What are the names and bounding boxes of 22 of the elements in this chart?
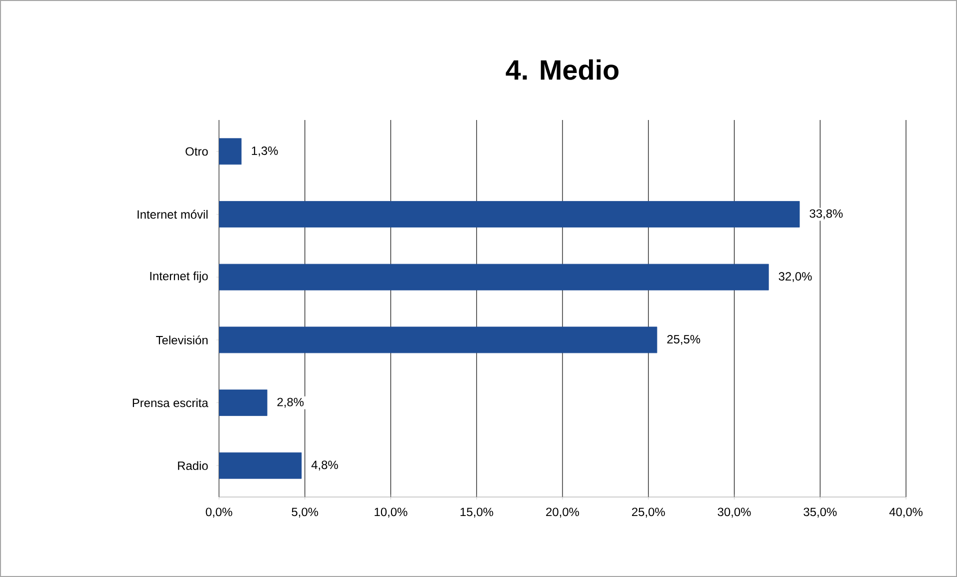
- y-tick-label: Internet fijo: [150, 272, 208, 283]
- x-tick-label: 5,0%: [292, 508, 318, 518]
- y-tick-label: Radio: [178, 461, 208, 470]
- data-label: 33,8%: [810, 209, 843, 220]
- x-tick-label: 10,0%: [374, 508, 408, 518]
- data-label: 1,3%: [252, 146, 278, 156]
- data-label: 32,0%: [778, 272, 812, 282]
- y-tick-label: Internet móvil: [138, 210, 208, 219]
- x-tick-label: 30,0%: [718, 508, 751, 518]
- x-tick-label: 0,0%: [206, 508, 232, 518]
- y-tick-label: Televisión: [156, 335, 208, 344]
- x-tick-label: 15,0%: [460, 508, 494, 518]
- data-label: 2,8%: [277, 398, 304, 408]
- x-tick-label: 20,0%: [546, 508, 580, 518]
- x-tick-label: 25,0%: [632, 508, 665, 518]
- x-tick-label: 35,0%: [804, 508, 837, 518]
- chart-title: 4. Medio: [506, 59, 618, 80]
- x-tick-label: 40,0%: [889, 508, 923, 518]
- y-tick-label: Prensa escrita: [132, 398, 208, 408]
- data-label: 4,8%: [311, 460, 338, 471]
- y-tick-label: Otro: [186, 147, 208, 156]
- data-label: 25,5%: [667, 334, 700, 345]
